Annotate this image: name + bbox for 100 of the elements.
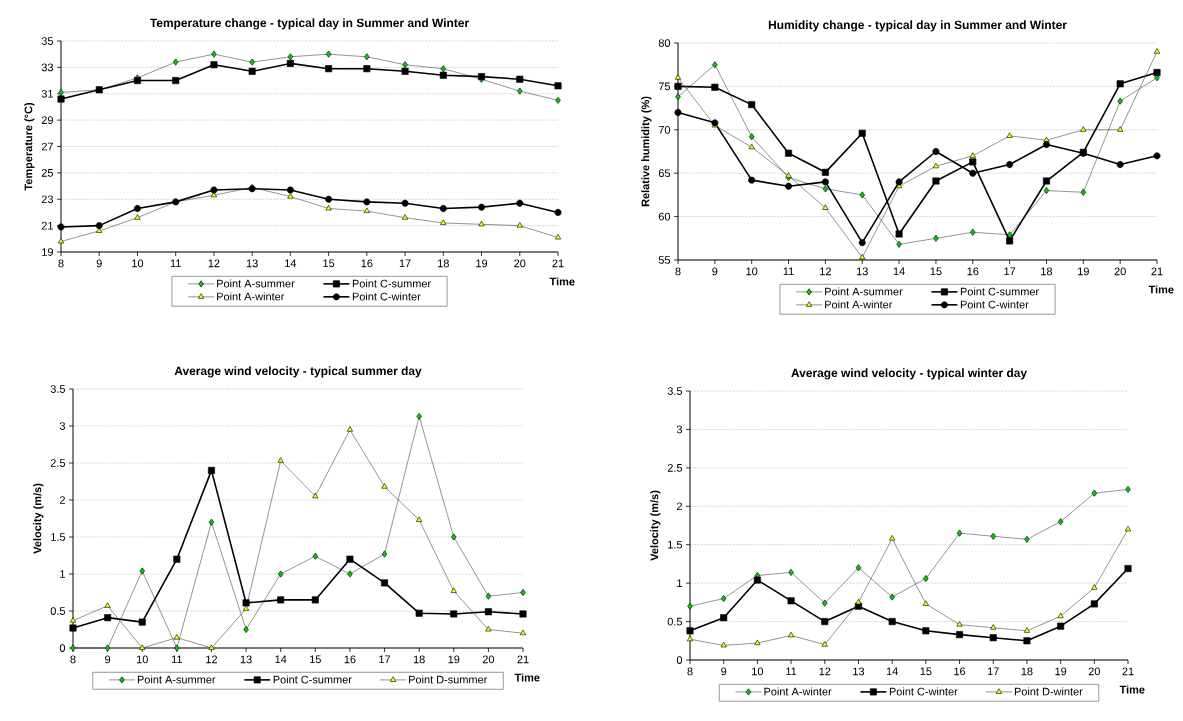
x-tick-label: 8	[58, 259, 64, 268]
chart-title: Average wind velocity - typical summer day	[174, 366, 422, 378]
legend-label: Point C-winter	[960, 300, 1029, 309]
x-tick-label: 15	[930, 267, 942, 276]
x-tick-label: 8	[675, 267, 681, 276]
x-tick-label: 11	[171, 655, 182, 664]
x-axis-title: Time	[1119, 685, 1145, 694]
x-tick-label: 11	[170, 259, 181, 268]
y-tick-label: 0	[59, 644, 66, 652]
y-tick-label: 21	[41, 221, 53, 230]
x-tick-label: 10	[752, 667, 764, 676]
x-tick-label: 18	[1021, 667, 1033, 676]
x-tick-label: 19	[1055, 667, 1067, 676]
x-tick-label: 14	[893, 267, 905, 276]
x-tick-label: 19	[448, 655, 460, 664]
x-tick-label: 13	[246, 259, 258, 268]
x-tick-label: 20	[482, 655, 495, 664]
x-tick-label: 18	[413, 655, 425, 664]
y-tick-label: 3	[676, 425, 683, 434]
x-tick-label: 9	[721, 667, 727, 676]
x-tick-label: 8	[687, 667, 693, 676]
legend-label: Point A-winter	[217, 292, 285, 301]
x-axis-title: Time	[514, 673, 540, 682]
y-tick-label: 19	[42, 248, 53, 256]
x-tick-label: 15	[920, 667, 932, 676]
y-tick-label: 33	[41, 63, 54, 72]
y-tick-label: 2	[676, 502, 682, 511]
x-tick-label: 12	[208, 259, 220, 268]
y-tick-label: 23	[41, 195, 54, 204]
y-tick-label: 29	[41, 116, 53, 124]
y-tick-label: 1.5	[51, 533, 66, 541]
y-tick-label: 80	[658, 39, 671, 47]
x-tick-label: 21	[517, 655, 529, 664]
x-tick-label: 12	[820, 267, 831, 276]
y-tick-label: 0.5	[50, 607, 66, 615]
x-tick-label: 17	[1004, 267, 1016, 276]
x-tick-label: 12	[206, 655, 218, 664]
x-tick-label: 10	[132, 259, 144, 268]
legend-label: Point A-winter	[764, 687, 832, 696]
x-tick-label: 20	[1088, 667, 1100, 676]
y-tick-label: 60	[658, 212, 671, 221]
x-tick-label: 9	[96, 259, 102, 268]
x-tick-label: 20	[1114, 267, 1126, 276]
y-tick-label: 25	[41, 169, 54, 177]
x-tick-label: 10	[136, 655, 148, 664]
x-tick-label: 19	[1078, 267, 1089, 276]
x-axis-title: Time	[1148, 285, 1174, 294]
y-tick-label: 2.5	[50, 459, 66, 467]
x-tick-label: 16	[344, 655, 356, 664]
y-tick-label: 31	[41, 89, 53, 98]
y-tick-label: 70	[658, 125, 671, 134]
legend-label: Point D-summer	[409, 675, 488, 684]
x-tick-label: 19	[476, 259, 488, 268]
x-tick-label: 14	[886, 667, 898, 676]
y-tick-label: 1	[60, 570, 65, 578]
x-tick-label: 12	[819, 667, 831, 676]
legend-label: Point A-summer	[825, 287, 903, 296]
legend-label: Point C-summer	[273, 675, 352, 684]
x-tick-label: 8	[70, 655, 76, 664]
y-tick-label: 2	[59, 496, 65, 504]
chart-title: Average wind velocity - typical winter day	[791, 368, 1027, 380]
y-tick-label: 3.5	[667, 387, 683, 395]
x-tick-label: 14	[285, 259, 297, 268]
x-tick-label: 15	[323, 259, 335, 268]
legend-label: Point C-winter	[352, 292, 421, 301]
x-tick-label: 13	[856, 267, 868, 276]
legend-label: Point A-summer	[217, 279, 295, 288]
x-axis-title: Time	[549, 277, 575, 286]
y-tick-label: 3.5	[50, 385, 66, 393]
x-tick-label: 18	[1041, 267, 1053, 276]
legend-label: Point A-summer	[137, 675, 216, 684]
y-tick-label: 0	[676, 656, 683, 664]
legend-label: Point D-winter	[1014, 687, 1083, 696]
x-tick-label: 20	[514, 259, 526, 268]
y-axis-title: Relative humidity (%)	[641, 96, 652, 207]
y-tick-label: 2.5	[667, 463, 683, 472]
x-tick-label: 17	[987, 667, 999, 676]
legend-label: Point C-summer	[352, 279, 431, 288]
y-tick-label: 3	[59, 422, 66, 430]
x-tick-label: 18	[438, 259, 449, 268]
y-tick-label: 35	[41, 37, 54, 45]
legend-label: Point C-winter	[889, 687, 958, 696]
x-tick-label: 21	[1122, 667, 1134, 676]
x-tick-label: 21	[552, 259, 564, 268]
x-tick-label: 16	[954, 667, 966, 676]
x-tick-label: 17	[379, 655, 391, 664]
x-tick-label: 14	[275, 655, 287, 664]
chart-title: Temperature change - typical day in Summer and Winter	[150, 18, 469, 30]
y-tick-label: 75	[658, 82, 671, 91]
x-tick-label: 16	[361, 259, 373, 268]
y-tick-label: 1	[677, 579, 682, 587]
y-tick-label: 65	[658, 169, 671, 178]
x-tick-label: 17	[399, 259, 411, 268]
x-tick-label: 16	[967, 267, 979, 276]
y-tick-label: 27	[41, 142, 53, 151]
x-tick-label: 13	[240, 655, 252, 664]
x-tick-label: 11	[786, 667, 797, 676]
x-tick-label: 13	[853, 667, 865, 676]
y-axis-title: Velocity (m/s)	[650, 490, 661, 561]
y-axis-title: Temperature (°C)	[24, 102, 35, 191]
